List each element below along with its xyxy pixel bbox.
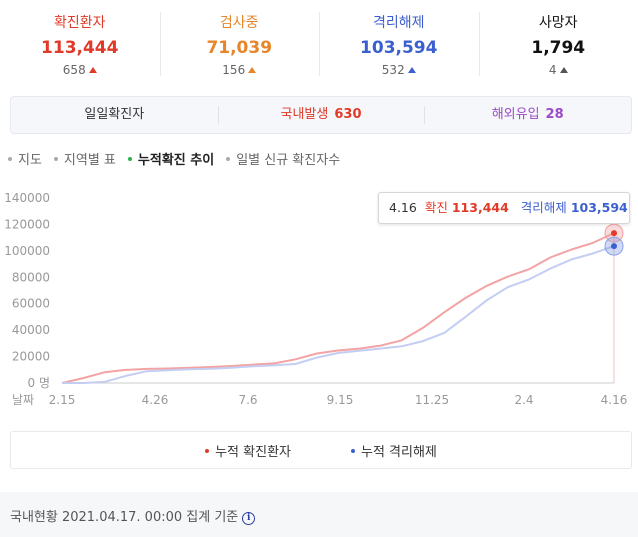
summary-stats: 확진환자 113,444 658 검사중 71,039 156 격리해제 103…: [0, 0, 638, 86]
domestic-value: 630: [334, 107, 362, 122]
stat-confirmed: 확진환자 113,444 658: [0, 0, 160, 86]
x-tick-label: 9.15: [327, 393, 354, 407]
overseas-value: 28: [545, 107, 564, 122]
y-tick-label: 140000: [4, 191, 50, 205]
tooltip-confirmed-label: 확진: [424, 200, 448, 215]
x-tick-label: 4.16: [601, 393, 628, 407]
chart-tabs: 지도 지역별 표 누적확진 추이 일별 신규 확진자수: [8, 151, 352, 171]
bullet-icon: [8, 157, 12, 161]
y-tick-label: 0 명: [28, 376, 51, 390]
stat-change: 4: [479, 63, 638, 77]
series-line-released: [62, 245, 615, 384]
tab-label: 누적확진 추이: [137, 153, 215, 168]
tooltip-released-label: 격리해제: [520, 200, 567, 215]
stat-label: 검사중: [219, 15, 259, 31]
tab-label: 일별 신규 확진자수: [236, 153, 341, 168]
overseas-label: 해외유입: [491, 107, 540, 122]
legend-dot-icon: [351, 448, 355, 453]
stat-label: 격리해제: [372, 15, 425, 31]
stat-value: 71,039: [206, 38, 273, 58]
up-triangle-icon: [88, 67, 97, 73]
tab-map[interactable]: 지도: [8, 151, 42, 171]
y-tick-label: 60000: [12, 297, 50, 311]
stat-change: 658: [0, 63, 160, 77]
stat-deaths: 사망자 1,794 4: [478, 0, 638, 86]
stat-value: 103,594: [360, 38, 438, 58]
tooltip-released-value: 103,594: [570, 200, 628, 215]
y-tick-label: 120000: [4, 217, 50, 231]
x-tick-label: 2.4: [514, 393, 533, 407]
stat-testing: 검사중 71,039 156: [159, 0, 320, 86]
x-tick-label: 11.25: [415, 393, 449, 407]
footer-text: 국내현황 2021.04.17. 00:00 집계 기준: [10, 510, 239, 525]
y-tick-label: 40000: [12, 323, 50, 337]
series-line-confirmed: [61, 232, 615, 384]
y-tick-label: 20000: [12, 350, 50, 364]
stat-change: 532: [319, 63, 479, 77]
daily-domestic: 국내발생 630: [217, 97, 425, 133]
up-triangle-icon: [407, 67, 416, 73]
legend-label: 누적 격리해제: [361, 444, 437, 460]
stat-value: 1,794: [531, 38, 586, 58]
x-tick-label: 7.6: [238, 393, 257, 407]
legend-dot-icon: [205, 448, 210, 453]
up-triangle-icon: [248, 67, 257, 73]
bullet-icon: [53, 157, 58, 161]
stat-change-value: 156: [222, 63, 246, 77]
domestic-label: 국내발생: [280, 107, 329, 122]
daily-label: 일일확진자: [84, 107, 145, 122]
cumulative-chart: 0 명 20000 40000 60000 80000 100000 120000 14000…: [0, 186, 638, 418]
y-tick-label: 80000: [12, 270, 50, 284]
x-axis-label: 날짜: [12, 393, 34, 407]
legend-item-confirmed[interactable]: 누적 확진환자: [205, 441, 291, 460]
tab-label: 지도: [18, 153, 42, 168]
tab-cumulative-trend[interactable]: 누적확진 추이: [127, 151, 215, 171]
stat-change: 156: [160, 63, 320, 77]
daily-overseas: 해외유입 28: [424, 97, 631, 133]
highlight-point-released: [611, 243, 617, 250]
bullet-icon: [127, 157, 132, 161]
x-tick-label: 2.15: [49, 393, 76, 407]
chart-tooltip: 4.16 확진 113,444 격리해제 103,594: [378, 192, 630, 224]
tooltip-confirmed-value: 113,444: [451, 200, 509, 215]
stat-change-value: 532: [381, 63, 405, 77]
tab-daily-new-cases[interactable]: 일별 신규 확진자수: [226, 151, 340, 171]
stat-change-value: 658: [62, 63, 86, 77]
bullet-icon: [226, 157, 231, 161]
stat-label: 사망자: [538, 15, 578, 31]
x-tick-label: 4.26: [142, 393, 169, 407]
legend-item-released[interactable]: 누적 격리해제: [351, 441, 437, 460]
info-icon[interactable]: i: [242, 512, 256, 525]
stat-value: 113,444: [41, 38, 119, 58]
stat-change-value: 4: [548, 63, 557, 77]
up-triangle-icon: [559, 67, 568, 73]
highlight-point-confirmed: [611, 230, 617, 237]
y-tick-label: 100000: [4, 244, 50, 258]
stat-released: 격리해제 103,594 532: [319, 0, 479, 86]
stat-label: 확진환자: [53, 15, 106, 31]
legend-label: 누적 확진환자: [215, 444, 291, 460]
tab-region-table[interactable]: 지역별 표: [53, 151, 116, 171]
chart-legend: 누적 확진환자 누적 격리해제: [10, 431, 632, 469]
tooltip-date: 4.16: [389, 200, 417, 215]
chart-canvas: 0 명 20000 40000 60000 80000 100000 120000 14000…: [4, 191, 628, 407]
tab-label: 지역별 표: [63, 153, 116, 168]
daily-confirmed-bar: 일일확진자 국내발생 630 해외유입 28: [10, 96, 632, 134]
footer: 국내현황 2021.04.17. 00:00 집계 기준 i: [0, 492, 638, 537]
